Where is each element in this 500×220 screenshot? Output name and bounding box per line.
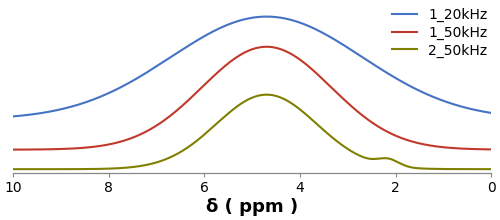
X-axis label: δ ( ppm ): δ ( ppm ) — [206, 198, 298, 216]
1_50kHz — [488, 148, 494, 151]
Line: 1_20kHz: 1_20kHz — [13, 16, 492, 116]
2_50kHz — [10, 168, 16, 171]
1_20kHz — [434, 97, 440, 100]
1_50kHz — [71, 147, 77, 150]
Line: 2_50kHz: 2_50kHz — [13, 95, 492, 169]
1_50kHz — [10, 148, 16, 151]
2_50kHz — [284, 99, 290, 102]
2_50kHz — [305, 115, 311, 117]
1_20kHz — [10, 115, 16, 118]
1_20kHz — [71, 105, 77, 107]
1_20kHz — [19, 114, 25, 117]
1_50kHz — [264, 45, 270, 48]
Line: 1_50kHz: 1_50kHz — [13, 47, 492, 150]
2_50kHz — [434, 168, 440, 170]
1_50kHz — [284, 51, 290, 53]
1_50kHz — [19, 148, 25, 151]
2_50kHz — [19, 168, 25, 171]
1_20kHz — [406, 84, 411, 86]
Legend: 1_20kHz, 1_50kHz, 2_50kHz: 1_20kHz, 1_50kHz, 2_50kHz — [389, 6, 490, 60]
1_50kHz — [434, 145, 440, 148]
1_20kHz — [264, 15, 270, 18]
1_50kHz — [406, 139, 411, 142]
1_50kHz — [305, 64, 311, 67]
2_50kHz — [71, 168, 77, 171]
1_20kHz — [284, 18, 290, 20]
1_20kHz — [488, 112, 494, 114]
2_50kHz — [406, 165, 411, 168]
2_50kHz — [264, 93, 270, 96]
1_20kHz — [305, 24, 311, 27]
2_50kHz — [488, 168, 494, 171]
